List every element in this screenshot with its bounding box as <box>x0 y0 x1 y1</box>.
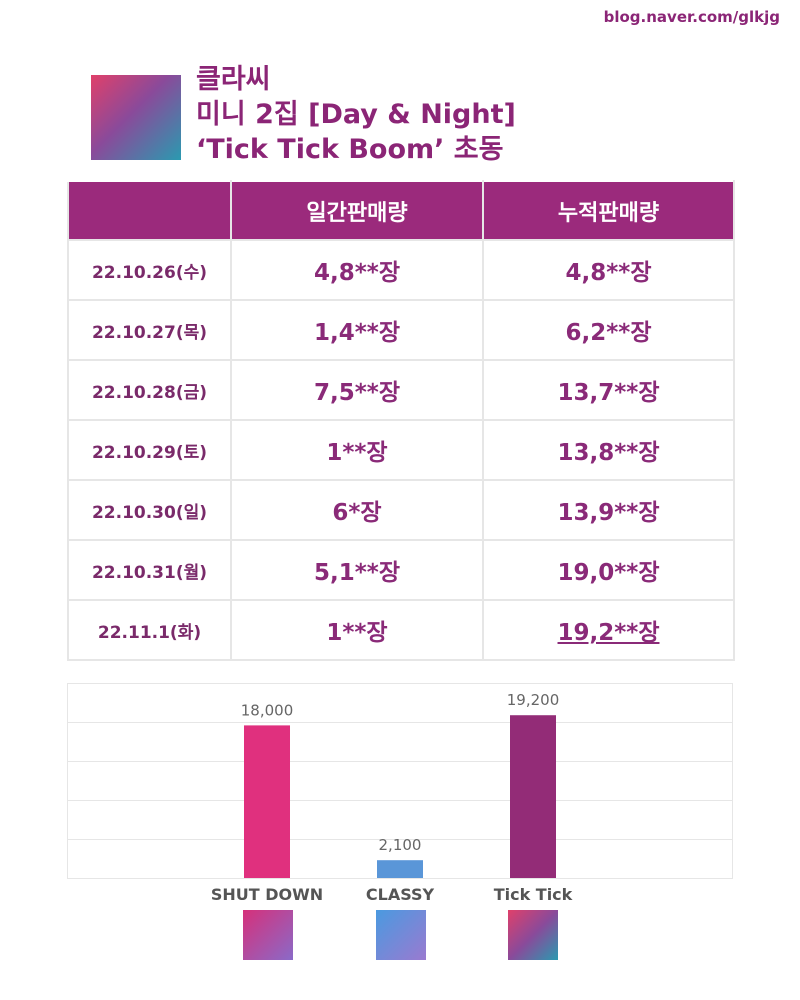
x-tick-label: SHUT DOWN <box>211 885 323 904</box>
sales-cell: 6,2**장 <box>482 299 735 361</box>
album-thumb <box>508 910 558 960</box>
album-thumb <box>376 910 426 960</box>
x-tick-label: CLASSY <box>366 885 435 904</box>
bar <box>510 715 556 878</box>
table-row: 22.10.31(월) 5,1**장 19,0**장 <box>67 539 735 601</box>
header-row: 일간판매량 누적판매량 <box>67 180 735 241</box>
album-thumb <box>243 910 293 960</box>
title: 클라씨 미니 2집 [Day & Night] ‘Tick Tick Boom’… <box>196 62 516 167</box>
value-label: 18,000 <box>241 701 294 719</box>
table-row: 22.10.29(토) 1**장 13,8**장 <box>67 419 735 481</box>
sales-cell: 6*장 <box>230 479 484 541</box>
date-cell: 22.10.31(월) <box>67 539 232 601</box>
date-cell: 22.10.27(목) <box>67 299 232 361</box>
header-cell: 일간판매량 <box>230 180 484 241</box>
date-cell: 22.10.26(수) <box>67 239 232 301</box>
table-row: 22.11.1(화) 1**장 19,2**장 <box>67 599 735 661</box>
title-line: ‘Tick Tick Boom’ 초동 <box>196 134 504 165</box>
date-cell: 22.10.30(일) <box>67 479 232 541</box>
chart: 18,000 SHUT DOWN 2,100 CLASSY 19,200 Tick Tic… <box>67 683 733 960</box>
sales-cell: 19,0**장 <box>482 539 735 601</box>
x-tick-label: Tick Tick <box>494 885 573 904</box>
title-line: 클라씨 <box>196 64 271 95</box>
date-cell: 22.10.29(토) <box>67 419 232 481</box>
sales-table: 일간판매량 누적판매량 22.10.26(수) 4,8**장 4,8**장 22.10… <box>67 180 735 661</box>
value-label: 19,200 <box>507 691 560 709</box>
header-cell <box>67 180 232 241</box>
header-cell: 누적판매량 <box>482 180 735 241</box>
table-row: 22.10.27(목) 1,4**장 6,2**장 <box>67 299 735 361</box>
sales-cell: 13,9**장 <box>482 479 735 541</box>
sales-cell: 7,5**장 <box>230 359 484 421</box>
sales-cell: 4,8**장 <box>482 239 735 301</box>
value-label: 2,100 <box>379 836 422 854</box>
table-row: 22.10.26(수) 4,8**장 4,8**장 <box>67 239 735 301</box>
title-line: 미니 2집 [Day & Night] <box>196 99 516 130</box>
table-row: 22.10.28(금) 7,5**장 13,7**장 <box>67 359 735 421</box>
sales-cell: 1,4**장 <box>230 299 484 361</box>
sales-cell: 1**장 <box>230 419 484 481</box>
sales-cell: 4,8**장 <box>230 239 484 301</box>
sales-cell: 19,2**장 <box>482 599 735 661</box>
table-row: 22.10.30(일) 6*장 13,9**장 <box>67 479 735 541</box>
bar <box>244 725 290 878</box>
watermark: blog.naver.com/glkjg <box>603 8 780 26</box>
sales-cell: 5,1**장 <box>230 539 484 601</box>
sales-cell: 1**장 <box>230 599 484 661</box>
date-cell: 22.11.1(화) <box>67 599 232 661</box>
date-cell: 22.10.28(금) <box>67 359 232 421</box>
sales-cell: 13,7**장 <box>482 359 735 421</box>
sales-cell: 13,8**장 <box>482 419 735 481</box>
bar <box>377 860 423 878</box>
album-cover <box>91 75 181 160</box>
